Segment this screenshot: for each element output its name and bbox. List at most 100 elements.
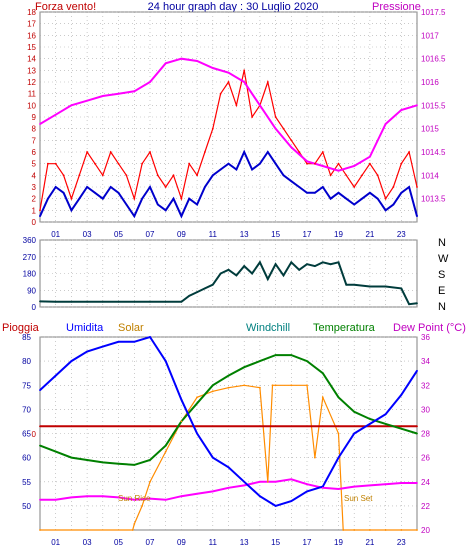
wind-tick-label: 18 bbox=[27, 8, 36, 17]
dewpoint-point bbox=[337, 488, 340, 490]
direction-tick-label: 90 bbox=[27, 286, 36, 295]
legend-temperatura: Temperatura bbox=[313, 322, 376, 334]
humidity-tick-label: 50 bbox=[22, 502, 31, 511]
wind-tick-label: 10 bbox=[27, 101, 36, 110]
wind-direction-point bbox=[384, 285, 387, 288]
umidita-point bbox=[337, 456, 340, 459]
solar-point bbox=[342, 529, 345, 531]
wind-gust-point bbox=[180, 197, 183, 200]
dewpoint-point bbox=[259, 480, 261, 483]
wind-average-point bbox=[266, 151, 269, 153]
wind-gust-point bbox=[227, 81, 230, 83]
wind-average-point bbox=[125, 203, 128, 206]
wind-direction-point bbox=[211, 283, 214, 286]
wind-gust-point bbox=[329, 174, 332, 177]
wind-gust-point bbox=[125, 174, 128, 177]
pressure-tick-label: 1013.5 bbox=[421, 195, 446, 204]
wind-average-point bbox=[274, 162, 277, 165]
temperatura-point bbox=[164, 444, 167, 447]
wind-gust-point bbox=[243, 69, 246, 72]
legend-dewpoint: Dew Point (°C) bbox=[393, 322, 466, 334]
wind-average-point bbox=[306, 191, 308, 194]
wind-tick-label: 14 bbox=[27, 55, 36, 64]
pressure-point bbox=[337, 169, 340, 172]
dewpoint-point bbox=[39, 498, 41, 501]
humidity-axis-ticks: 50 55 60 65 70 75 80 85 bbox=[22, 333, 31, 511]
x-tick-label: 03 bbox=[83, 538, 92, 547]
wind-tick-label: 3 bbox=[32, 183, 37, 192]
wind-tick-label: 7 bbox=[32, 136, 37, 145]
wind-gust-point bbox=[314, 162, 316, 165]
x-tick-label: 09 bbox=[177, 230, 186, 239]
wind-gust-point bbox=[408, 151, 410, 153]
x-tick-label: 15 bbox=[271, 538, 280, 547]
dewpoint-point bbox=[117, 496, 120, 499]
solar-point bbox=[266, 480, 269, 483]
temperature-tick-label: 30 bbox=[421, 405, 430, 414]
pressure-tick-label: 1017.5 bbox=[421, 8, 446, 17]
umidita-point bbox=[180, 398, 183, 401]
wind-gust-point bbox=[361, 174, 363, 177]
x-tick-label: 03 bbox=[83, 230, 92, 239]
wind-gust-point bbox=[54, 162, 57, 165]
wind-gust-point bbox=[70, 197, 73, 200]
wind-average-point bbox=[369, 191, 371, 194]
wind-gust-point bbox=[392, 186, 395, 188]
wind-gust-point bbox=[188, 162, 191, 165]
pressure-tick-label: 1016.5 bbox=[421, 55, 446, 64]
direction-label-w: W bbox=[438, 253, 449, 265]
pressure-point bbox=[149, 81, 151, 83]
wind-direction-point bbox=[321, 261, 324, 264]
wind-direction-point bbox=[196, 291, 199, 293]
header-wind-label: Forza vento! bbox=[35, 1, 96, 13]
wind-gust-point bbox=[416, 186, 418, 188]
pressure-point bbox=[39, 123, 41, 125]
umidita-point bbox=[369, 423, 371, 425]
temperature-tick-label: 36 bbox=[421, 333, 430, 342]
wind-gust-point bbox=[172, 174, 175, 177]
temperatura-point bbox=[321, 372, 324, 375]
solar-point bbox=[353, 529, 356, 531]
x-tick-label: 07 bbox=[146, 538, 155, 547]
direction-gridlines bbox=[40, 239, 417, 308]
pressure-point bbox=[196, 60, 199, 62]
direction-label-s: S bbox=[438, 269, 445, 281]
pressure-tick-label: 1014 bbox=[421, 171, 439, 180]
x-tick-label: 01 bbox=[51, 538, 60, 547]
wind-average-point bbox=[227, 162, 230, 165]
umidita-point bbox=[39, 389, 41, 391]
temperatura-point bbox=[211, 384, 214, 387]
pressure-point bbox=[164, 62, 167, 65]
wind-gust-point bbox=[47, 162, 49, 165]
dewpoint-point bbox=[180, 495, 183, 498]
chart-title: 24 hour graph day : 30 Luglio 2020 bbox=[148, 1, 319, 13]
umidita-point bbox=[400, 394, 403, 396]
wind-direction-point bbox=[39, 300, 41, 303]
wind-direction-point bbox=[235, 274, 238, 277]
wind-direction-point bbox=[400, 287, 403, 290]
pressure-tick-label: 1015.5 bbox=[421, 101, 446, 110]
wind-tick-label: 5 bbox=[32, 160, 37, 169]
wind-average-point bbox=[243, 151, 246, 153]
wind-direction-point bbox=[117, 300, 120, 303]
wind-average-point bbox=[219, 168, 222, 171]
solar-point bbox=[39, 529, 41, 531]
temperatura-point bbox=[117, 462, 120, 465]
x-tick-label: 15 bbox=[271, 230, 280, 239]
dewpoint-point bbox=[86, 495, 88, 498]
temperatura-point bbox=[416, 432, 418, 435]
umidita-point bbox=[306, 490, 308, 493]
wind-direction-point bbox=[188, 294, 191, 297]
wind-gust-point bbox=[156, 174, 159, 177]
dewpoint-point bbox=[227, 486, 230, 489]
x-tick-label: 19 bbox=[334, 538, 343, 547]
direction-tick-label: 0 bbox=[32, 303, 37, 312]
solar-point bbox=[416, 529, 418, 531]
humidity-tick-label: 60 bbox=[22, 454, 31, 463]
wind-average-point bbox=[361, 197, 363, 200]
pressure-point bbox=[306, 160, 308, 163]
solar-point bbox=[400, 529, 403, 531]
wind-direction-point bbox=[219, 272, 222, 275]
temperatura-point bbox=[54, 450, 57, 453]
wind-gust-point bbox=[78, 174, 81, 177]
